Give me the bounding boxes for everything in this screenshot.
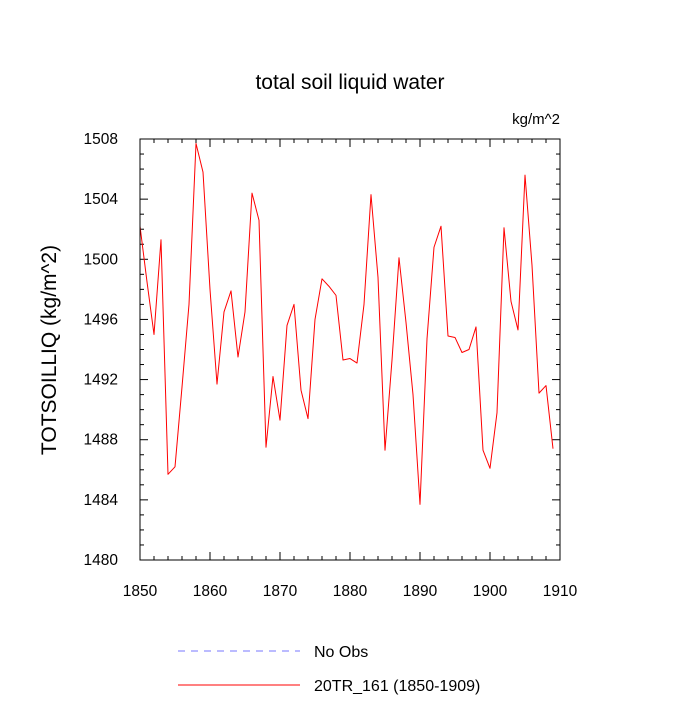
x-axis-ticks: 1850 1860 1870 1880 1890 1900 1910 [123, 139, 578, 600]
y-tick-label: 1484 [84, 492, 119, 509]
y-tick-label: 1488 [84, 432, 118, 449]
plot-frame [139, 138, 561, 561]
x-tick-label: 1900 [473, 583, 508, 600]
y-tick-label: 1480 [84, 552, 119, 569]
x-tick-label: 1870 [263, 583, 298, 600]
x-tick-label: 1880 [333, 583, 368, 600]
x-tick-label: 1910 [543, 583, 578, 600]
y-tick-label: 1496 [84, 311, 118, 328]
y-tick-label: 1492 [84, 372, 118, 389]
x-tick-label: 1890 [403, 583, 438, 600]
series-line-1 [139, 143, 554, 505]
legend-label-20tr: 20TR_161 (1850-1909) [314, 678, 480, 695]
y-tick-label: 1500 [84, 251, 119, 268]
y-axis-ticks: 1480 1484 1488 1492 1496 1500 1504 1508 [84, 131, 560, 569]
series-lines [139, 143, 554, 505]
x-tick-label: 1850 [123, 583, 158, 600]
y-tick-label: 1504 [84, 191, 119, 208]
x-tick-label: 1860 [193, 583, 228, 600]
chart-title: total soil liquid water [255, 71, 444, 94]
legend-label-no-obs: No Obs [314, 644, 368, 661]
y-axis-label: TOTSOILLIQ (kg/m^2) [38, 245, 61, 455]
units-label: kg/m^2 [512, 111, 560, 128]
legend: No Obs 20TR_161 (1850-1909) [178, 644, 480, 695]
y-tick-label: 1508 [84, 131, 118, 148]
